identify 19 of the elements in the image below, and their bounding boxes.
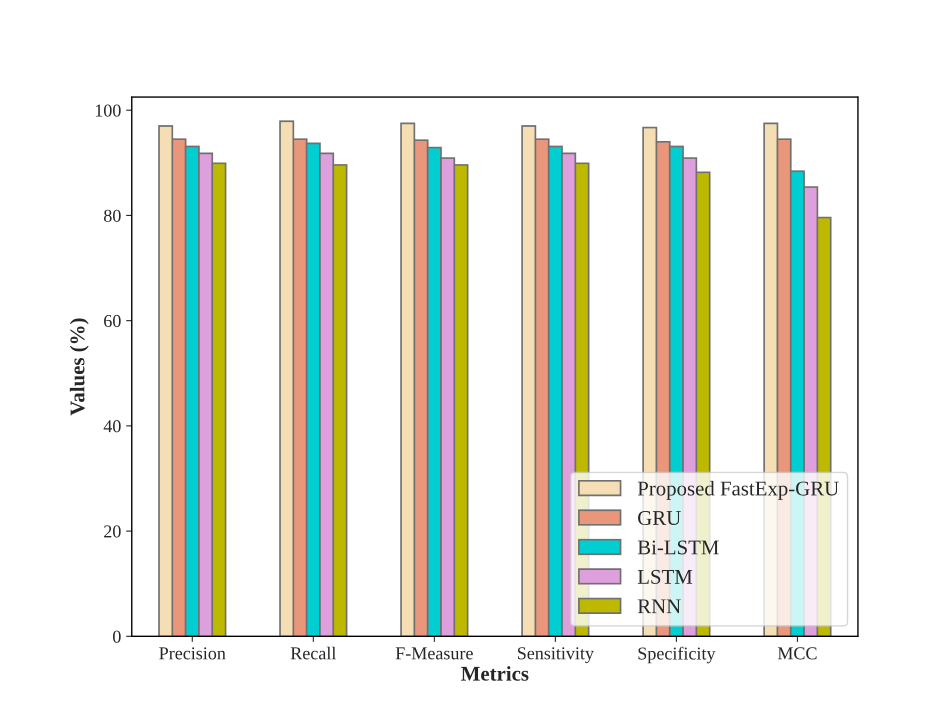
x-tick-label: Precision	[159, 647, 226, 660]
y-tick-label: 20	[104, 525, 121, 538]
legend-label: RNN	[638, 599, 681, 614]
x-tick-label: F-Measure	[396, 647, 473, 660]
legend-label: Proposed FastExp-GRU	[638, 480, 839, 500]
y-tick-label: 0	[113, 630, 121, 643]
legend-label: Bi-LSTM	[638, 540, 719, 554]
y-tick-label: 40	[104, 420, 121, 432]
y-tick-label: 80	[104, 210, 121, 222]
y-tick-label: 100	[96, 104, 121, 117]
legend-label: LSTM	[638, 570, 692, 584]
y-tick-label: 60	[104, 314, 121, 328]
x-tick-label: Specificity	[638, 646, 716, 664]
x-tick-label: Sensitivity	[518, 647, 594, 664]
x-tick-label: Recall	[290, 646, 336, 660]
legend-label: GRU	[638, 511, 681, 526]
y-axis-title: Values (%)	[70, 318, 89, 416]
x-axis-title: Metrics	[461, 666, 528, 681]
x-tick-label: MCC	[778, 647, 816, 660]
